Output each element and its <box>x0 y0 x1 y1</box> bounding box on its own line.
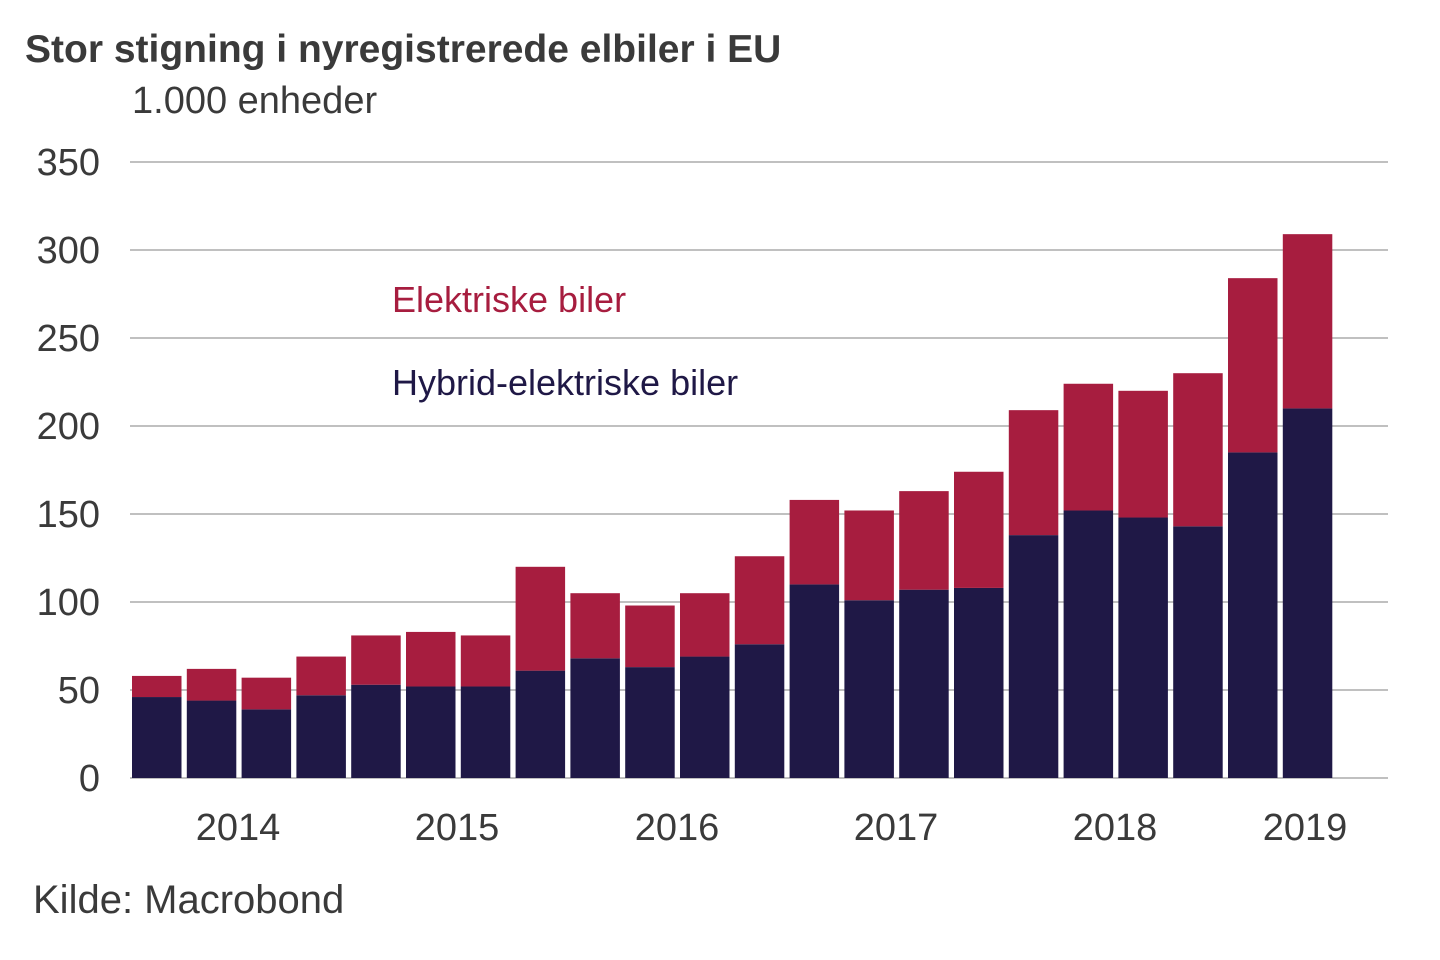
bar-segment-hybrid <box>844 600 894 778</box>
bar-segment-hybrid <box>734 644 785 778</box>
bar-segment-hybrid <box>899 589 949 778</box>
chart-source: Kilde: Macrobond <box>33 878 345 922</box>
bar-segment-electric <box>954 471 1004 588</box>
legend: Elektriske biler Hybrid-elektriske biler <box>392 279 738 403</box>
y-tick-label: 0 <box>79 758 100 800</box>
bar-segment-hybrid <box>625 667 675 778</box>
bar-segment-electric <box>460 635 511 687</box>
bar-segment-hybrid <box>186 700 237 778</box>
bar-segment-hybrid <box>1063 510 1114 778</box>
bar-segment-electric <box>680 593 730 657</box>
bar-segment-hybrid <box>132 697 182 778</box>
y-tick-label: 50 <box>58 670 100 712</box>
bar-segment-electric <box>734 556 785 645</box>
bar-segment-electric <box>570 593 620 659</box>
legend-label-electric: Elektriske biler <box>392 279 626 320</box>
y-tick-label: 250 <box>37 318 100 360</box>
bar-segment-hybrid <box>1228 452 1278 778</box>
bar-segment-hybrid <box>460 686 511 778</box>
y-axis-ticks: 0 50 100 150 200 250 300 350 <box>37 142 100 800</box>
bar-segment-electric <box>1173 373 1223 527</box>
bar-segment-electric <box>241 677 292 710</box>
bar-segment-electric <box>1282 234 1333 409</box>
bar-segment-hybrid <box>1173 526 1223 778</box>
bar-segment-electric <box>844 510 894 601</box>
bar-segment-electric <box>132 675 182 698</box>
bar-segment-electric <box>406 631 456 687</box>
bar-segment-hybrid <box>789 584 840 778</box>
x-tick-label: 2014 <box>196 807 281 849</box>
y-tick-label: 150 <box>37 494 100 536</box>
bar-segment-electric <box>1228 278 1278 453</box>
bar-segment-electric <box>1063 383 1114 511</box>
bar-segment-electric <box>351 635 401 685</box>
bar-segment-hybrid <box>680 656 730 778</box>
bar-segment-electric <box>1008 410 1059 536</box>
chart-title: Stor stigning i nyregistrerede elbiler i… <box>25 28 782 71</box>
y-tick-label: 300 <box>37 230 100 272</box>
bar-segment-hybrid <box>406 686 456 778</box>
y-tick-label: 100 <box>37 582 100 624</box>
x-tick-label: 2015 <box>415 807 500 849</box>
x-tick-label: 2017 <box>854 807 939 849</box>
bar-segment-hybrid <box>1118 517 1168 778</box>
bar-segment-hybrid <box>296 695 346 778</box>
y-tick-label: 200 <box>37 406 100 448</box>
chart-subtitle: 1.000 enheder <box>132 80 378 122</box>
bar-segment-hybrid <box>241 709 292 778</box>
bar-segment-electric <box>186 668 237 701</box>
bar-segment-hybrid <box>515 670 566 778</box>
bar-segment-electric <box>899 491 949 590</box>
bar-segment-hybrid <box>1008 535 1059 778</box>
legend-label-hybrid: Hybrid-elektriske biler <box>392 362 738 403</box>
bars <box>132 234 1333 778</box>
x-axis-ticks: 2014 2015 2016 2017 2018 2019 <box>196 807 1348 849</box>
bar-segment-hybrid <box>570 658 620 778</box>
x-tick-label: 2016 <box>635 807 720 849</box>
x-tick-label: 2019 <box>1263 807 1348 849</box>
bar-segment-hybrid <box>351 684 401 778</box>
y-tick-label: 350 <box>37 142 100 184</box>
x-tick-label: 2018 <box>1073 807 1158 849</box>
bar-segment-electric <box>625 605 675 668</box>
bar-segment-electric <box>515 566 566 671</box>
bar-segment-hybrid <box>1282 408 1333 778</box>
bar-segment-electric <box>1118 390 1168 518</box>
bar-segment-electric <box>789 499 840 585</box>
bar-segment-hybrid <box>954 587 1004 778</box>
bar-segment-electric <box>296 656 346 696</box>
